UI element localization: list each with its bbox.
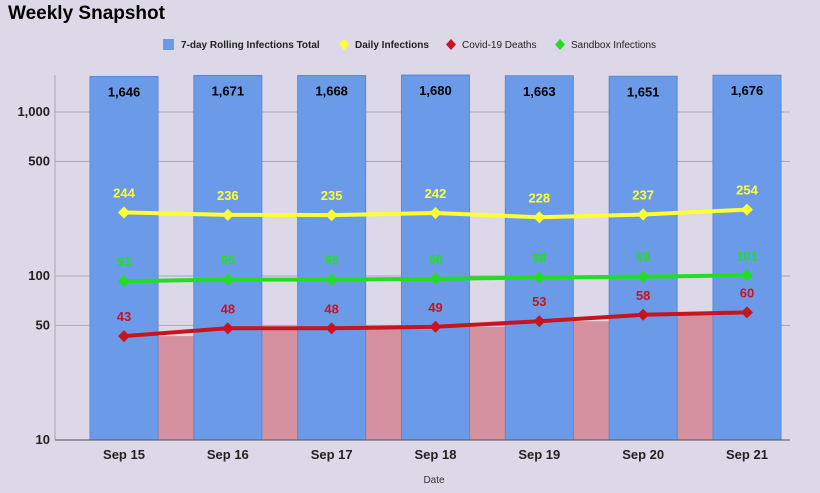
marker-deaths (429, 320, 442, 333)
bar (400, 74, 470, 441)
gap-filler (573, 321, 610, 440)
gap-filler (365, 328, 402, 440)
point-label-sandbox: 98 (532, 250, 546, 265)
bar-value-label: 1,646 (108, 85, 141, 100)
marker-deaths (740, 306, 753, 319)
y-axis-ticks: 10 50 100 500 1,000 (17, 104, 50, 447)
point-label-deaths: 43 (117, 309, 131, 324)
point-label-daily: 242 (425, 186, 447, 201)
marker-daily (118, 206, 130, 219)
point-label-daily: 244 (113, 185, 135, 200)
series-point-labels: 244 236 235 242 228 237 254 43 48 48 49 53 58 60 93 95 9… (113, 183, 758, 325)
gap-filler (677, 314, 713, 440)
legend-label-deaths: Covid-19 Deaths (462, 40, 536, 51)
point-label-deaths: 58 (636, 288, 650, 303)
y-tick-label: 1,000 (17, 104, 50, 119)
bar-labels: 1,646 1,671 1,668 1,680 1,663 1,651 1,676 (108, 83, 764, 99)
legend-marker-deaths (446, 39, 456, 50)
marker-sandbox (429, 272, 442, 285)
point-label-sandbox: 93 (117, 254, 131, 269)
marker-daily (325, 209, 338, 222)
y-tick-label: 10 (36, 432, 50, 447)
x-axis-ticks: Sep 15 Sep 16 Sep 17 Sep 18 Sep 19 Sep 20 Sep … (103, 447, 768, 462)
x-axis-label: Date (423, 475, 445, 486)
y-tick-label: 100 (28, 268, 50, 283)
marker-deaths (637, 308, 650, 321)
point-label-deaths: 49 (428, 300, 442, 315)
point-label-deaths: 48 (324, 301, 338, 316)
marker-daily (429, 207, 442, 220)
bar-value-label: 1,651 (627, 84, 660, 99)
point-label-sandbox: 101 (736, 248, 758, 263)
marker-sandbox (740, 269, 753, 282)
bar (504, 75, 574, 441)
point-label-daily: 237 (632, 188, 654, 203)
point-label-deaths: 53 (532, 294, 546, 309)
bar (89, 76, 159, 441)
point-label-daily: 254 (736, 183, 758, 198)
x-tick-label: Sep 21 (726, 447, 768, 462)
bar-value-label: 1,663 (523, 84, 556, 99)
marker-daily (637, 208, 650, 221)
bars (89, 74, 782, 441)
legend-label-bars: 7-day Rolling Infections Total (181, 40, 320, 51)
marker-deaths (325, 322, 338, 335)
x-tick-label: Sep 18 (415, 447, 457, 462)
marker-daily (740, 203, 753, 216)
y-tick-label: 50 (36, 317, 50, 332)
marker-sandbox (221, 273, 234, 286)
point-label-daily: 236 (217, 188, 239, 203)
series-markers (118, 203, 753, 343)
marker-sandbox (637, 270, 650, 283)
point-label-sandbox: 95 (324, 253, 338, 268)
chart-title: Weekly Snapshot (8, 3, 166, 24)
bar (608, 75, 678, 441)
bar-value-label: 1,680 (419, 83, 452, 98)
legend-label-daily: Daily Infections (355, 40, 429, 51)
gap-fillers (158, 314, 713, 440)
legend-marker-sandbox (555, 39, 565, 50)
point-label-sandbox: 99 (636, 250, 650, 265)
bar (297, 75, 367, 441)
legend-marker-daily (339, 39, 349, 50)
marker-deaths (221, 322, 234, 335)
legend: 7-day Rolling Infections Total Daily Inf… (163, 39, 656, 51)
x-tick-label: Sep 19 (518, 447, 560, 462)
gap-filler (469, 326, 506, 440)
bar-value-label: 1,676 (731, 83, 764, 98)
marker-daily (221, 208, 234, 221)
marker-sandbox (118, 275, 130, 288)
marker-deaths (118, 330, 130, 343)
bar (712, 74, 782, 441)
legend-swatch-bars (163, 39, 174, 50)
bar-value-label: 1,671 (212, 83, 245, 98)
marker-sandbox (325, 273, 338, 286)
x-tick-label: Sep 20 (622, 447, 664, 462)
point-label-daily: 235 (321, 188, 343, 203)
point-label-sandbox: 96 (428, 252, 442, 267)
y-tick-label: 500 (28, 153, 50, 168)
x-tick-label: Sep 15 (103, 447, 145, 462)
gap-filler (158, 336, 194, 440)
x-tick-label: Sep 16 (207, 447, 249, 462)
x-tick-label: Sep 17 (311, 447, 353, 462)
bar (193, 74, 263, 441)
point-label-sandbox: 95 (221, 253, 235, 268)
legend-label-sandbox: Sandbox Infections (571, 40, 656, 51)
bar-value-label: 1,668 (315, 84, 348, 99)
marker-sandbox (533, 271, 546, 284)
point-label-deaths: 48 (221, 301, 235, 316)
marker-deaths (533, 315, 546, 328)
point-label-daily: 228 (528, 190, 550, 205)
point-label-deaths: 60 (740, 285, 754, 300)
gap-filler (261, 328, 298, 440)
marker-daily (533, 211, 546, 224)
